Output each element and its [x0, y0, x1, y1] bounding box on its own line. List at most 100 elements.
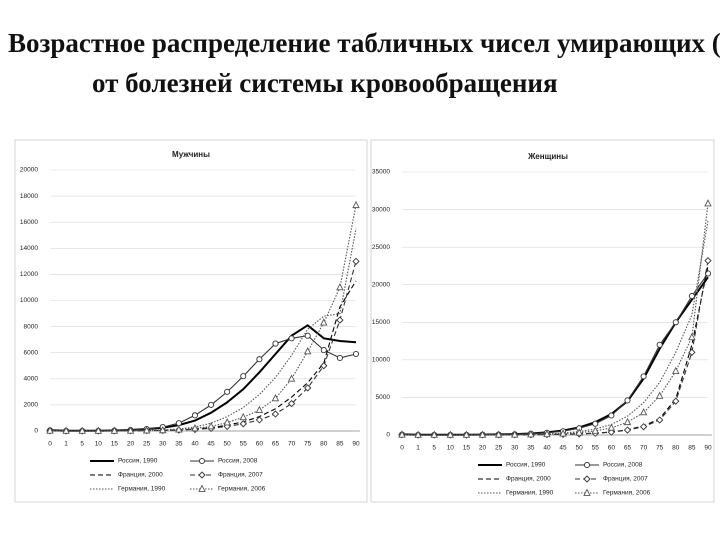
- y-tick-label: 35000: [372, 169, 390, 176]
- chart-frame: [14, 139, 368, 503]
- marker: [208, 401, 215, 408]
- marker: [575, 428, 583, 436]
- marker: [240, 373, 247, 380]
- x-tick-label: 85: [688, 445, 696, 452]
- marker: [271, 410, 280, 418]
- marker: [142, 426, 151, 434]
- legend-label: Франция, 2000: [506, 476, 551, 483]
- marker: [608, 412, 615, 419]
- legend-label: Россия, 2008: [218, 458, 258, 465]
- marker: [320, 362, 328, 370]
- marker: [304, 332, 311, 339]
- marker: [623, 426, 632, 434]
- y-tick-label: 15000: [372, 319, 390, 326]
- legend-marker: [198, 484, 206, 492]
- y-tick-label: 10000: [372, 357, 390, 364]
- marker: [688, 292, 695, 300]
- marker: [656, 416, 664, 424]
- legend-marker: [583, 488, 591, 496]
- marker: [336, 354, 343, 361]
- x-tick-label: 45: [207, 441, 215, 448]
- x-tick-label: 80: [672, 445, 680, 452]
- y-tick-label: 0: [34, 428, 38, 435]
- x-tick-label: 10: [447, 445, 455, 452]
- marker: [207, 422, 215, 430]
- x-tick-label: 60: [608, 445, 616, 452]
- marker: [704, 270, 712, 277]
- x-tick-label: 1: [416, 445, 420, 452]
- y-tick-label: 0: [386, 432, 390, 439]
- legend-label: Германия, 1990: [118, 486, 166, 493]
- marker: [510, 430, 519, 438]
- legend-marker: [583, 475, 591, 483]
- marker: [543, 429, 551, 438]
- x-tick-label: 40: [543, 445, 551, 452]
- marker: [688, 348, 696, 356]
- x-tick-label: 15: [463, 445, 471, 452]
- marker: [223, 422, 231, 431]
- marker: [239, 420, 247, 428]
- x-tick-label: 15: [111, 441, 119, 448]
- marker: [656, 341, 663, 348]
- y-tick-label: 8000: [24, 323, 39, 330]
- y-tick-label: 20000: [20, 167, 38, 174]
- marker: [62, 426, 70, 434]
- marker: [46, 426, 54, 434]
- legend-label: Франция, 2007: [603, 476, 648, 483]
- marker: [191, 424, 199, 432]
- marker: [320, 347, 327, 354]
- marker: [478, 430, 487, 438]
- marker: [655, 391, 664, 399]
- x-tick-label: 50: [576, 445, 584, 452]
- marker: [78, 426, 86, 434]
- marker: [352, 350, 360, 358]
- marker: [527, 430, 535, 438]
- y-tick-label: 4000: [24, 376, 39, 383]
- x-tick-label: 30: [159, 441, 167, 448]
- x-tick-label: 25: [143, 441, 151, 448]
- marker: [446, 430, 455, 438]
- chart-frame: [370, 139, 715, 503]
- marker: [672, 319, 679, 326]
- x-tick-label: 60: [256, 441, 264, 448]
- marker: [672, 397, 680, 405]
- x-tick-label: 5: [80, 441, 84, 448]
- marker: [672, 366, 680, 374]
- marker: [398, 430, 406, 438]
- legend-label: Германия, 1990: [506, 490, 554, 497]
- chart-title: Мужчины: [172, 150, 210, 159]
- x-tick-label: 20: [479, 445, 487, 452]
- y-tick-label: 10000: [20, 297, 38, 304]
- marker: [288, 335, 295, 342]
- marker: [255, 416, 264, 424]
- marker: [623, 417, 632, 426]
- y-tick-label: 25000: [372, 244, 390, 251]
- marker: [688, 332, 696, 341]
- y-tick-label: 18000: [20, 193, 38, 200]
- slide-subtitle: от болезней системы кровообращения: [92, 68, 558, 98]
- legend-label: Россия, 2008: [603, 462, 643, 469]
- marker: [352, 257, 360, 265]
- x-tick-label: 55: [240, 441, 248, 448]
- slide-title: Возрастное распределение табличных чисел…: [8, 28, 720, 58]
- x-tick-label: 75: [656, 445, 664, 452]
- y-tick-label: 30000: [372, 206, 390, 213]
- y-tick-label: 16000: [20, 219, 38, 226]
- marker: [158, 425, 167, 434]
- legend-label: Германия, 2006: [218, 486, 266, 493]
- x-tick-label: 65: [624, 445, 632, 452]
- x-tick-label: 40: [191, 441, 199, 448]
- marker: [624, 397, 631, 404]
- marker: [704, 257, 712, 265]
- marker: [559, 429, 567, 437]
- x-tick-label: 0: [48, 441, 52, 448]
- marker: [704, 199, 712, 207]
- marker: [191, 412, 198, 419]
- marker: [126, 426, 135, 434]
- x-tick-label: 5: [432, 445, 436, 452]
- marker: [224, 388, 231, 395]
- series-line: [49, 205, 357, 432]
- marker: [255, 405, 264, 413]
